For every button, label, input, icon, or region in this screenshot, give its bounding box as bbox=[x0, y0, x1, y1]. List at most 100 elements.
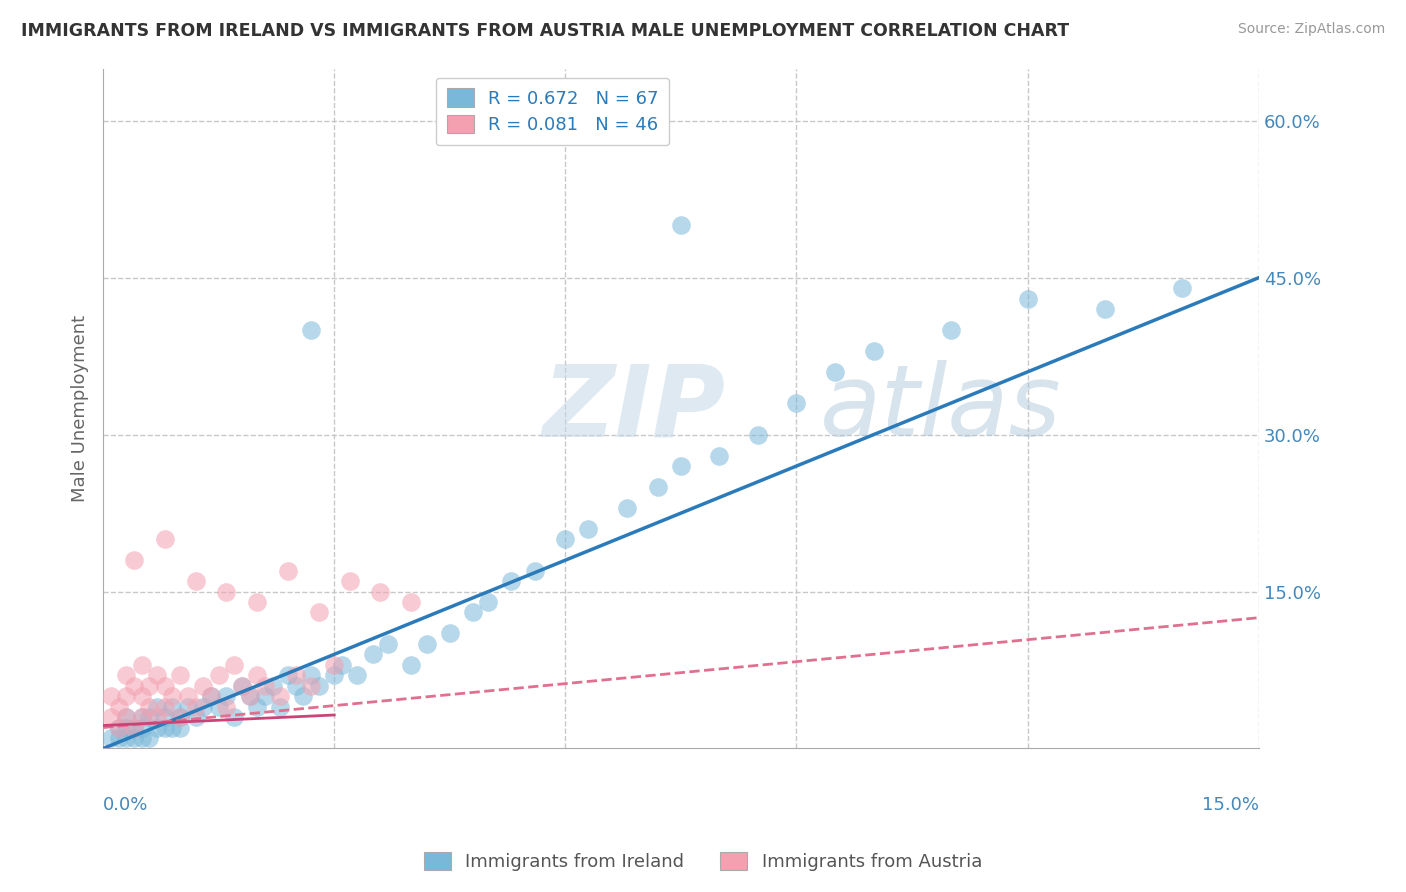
Point bbox=[131, 731, 153, 745]
Point bbox=[146, 668, 169, 682]
Point bbox=[115, 710, 138, 724]
Point bbox=[253, 679, 276, 693]
Point bbox=[169, 668, 191, 682]
Point bbox=[222, 710, 245, 724]
Legend: R = 0.672   N = 67, R = 0.081   N = 46: R = 0.672 N = 67, R = 0.081 N = 46 bbox=[436, 78, 669, 145]
Point bbox=[115, 668, 138, 682]
Point bbox=[162, 699, 184, 714]
Point bbox=[246, 668, 269, 682]
Point bbox=[146, 721, 169, 735]
Point bbox=[669, 458, 692, 473]
Point bbox=[222, 657, 245, 672]
Point bbox=[122, 553, 145, 567]
Text: Source: ZipAtlas.com: Source: ZipAtlas.com bbox=[1237, 22, 1385, 37]
Point bbox=[122, 721, 145, 735]
Point bbox=[669, 219, 692, 233]
Point bbox=[824, 365, 846, 379]
Point bbox=[153, 721, 176, 735]
Point bbox=[1094, 302, 1116, 317]
Point bbox=[215, 584, 238, 599]
Point bbox=[115, 721, 138, 735]
Point bbox=[169, 721, 191, 735]
Point bbox=[193, 679, 215, 693]
Point bbox=[131, 657, 153, 672]
Point bbox=[299, 323, 322, 337]
Point bbox=[269, 699, 291, 714]
Point bbox=[122, 679, 145, 693]
Point bbox=[153, 710, 176, 724]
Point bbox=[200, 689, 222, 703]
Point bbox=[439, 626, 461, 640]
Point bbox=[115, 710, 138, 724]
Point bbox=[370, 584, 392, 599]
Point bbox=[299, 668, 322, 682]
Point bbox=[277, 564, 299, 578]
Point bbox=[138, 731, 160, 745]
Point bbox=[177, 699, 200, 714]
Point bbox=[162, 689, 184, 703]
Point bbox=[461, 606, 484, 620]
Point bbox=[215, 699, 238, 714]
Point bbox=[115, 689, 138, 703]
Point bbox=[162, 721, 184, 735]
Point bbox=[153, 679, 176, 693]
Text: ZIP: ZIP bbox=[543, 360, 725, 457]
Point bbox=[153, 533, 176, 547]
Point bbox=[146, 699, 169, 714]
Point bbox=[146, 710, 169, 724]
Point bbox=[330, 657, 353, 672]
Point bbox=[747, 427, 769, 442]
Point bbox=[939, 323, 962, 337]
Point bbox=[177, 689, 200, 703]
Point bbox=[284, 679, 307, 693]
Point bbox=[262, 679, 284, 693]
Point bbox=[1170, 281, 1192, 295]
Point bbox=[131, 721, 153, 735]
Point bbox=[277, 668, 299, 682]
Point bbox=[361, 648, 384, 662]
Point bbox=[308, 679, 330, 693]
Point bbox=[107, 699, 129, 714]
Point bbox=[238, 689, 260, 703]
Point bbox=[323, 657, 346, 672]
Point bbox=[246, 595, 269, 609]
Point bbox=[184, 699, 207, 714]
Point bbox=[1017, 292, 1039, 306]
Point bbox=[107, 731, 129, 745]
Point bbox=[284, 668, 307, 682]
Point bbox=[122, 721, 145, 735]
Point bbox=[523, 564, 546, 578]
Point bbox=[153, 699, 176, 714]
Point bbox=[339, 574, 361, 588]
Point bbox=[184, 574, 207, 588]
Point bbox=[208, 699, 231, 714]
Point bbox=[115, 731, 138, 745]
Text: 15.0%: 15.0% bbox=[1202, 796, 1258, 814]
Point bbox=[647, 480, 669, 494]
Point bbox=[131, 710, 153, 724]
Point bbox=[107, 721, 129, 735]
Point bbox=[501, 574, 523, 588]
Point bbox=[346, 668, 368, 682]
Point bbox=[401, 595, 423, 609]
Point bbox=[100, 710, 122, 724]
Point bbox=[709, 449, 731, 463]
Point bbox=[785, 396, 807, 410]
Point bbox=[477, 595, 499, 609]
Point bbox=[138, 679, 160, 693]
Point bbox=[578, 522, 600, 536]
Legend: Immigrants from Ireland, Immigrants from Austria: Immigrants from Ireland, Immigrants from… bbox=[416, 845, 990, 879]
Point bbox=[299, 679, 322, 693]
Point bbox=[231, 679, 253, 693]
Point bbox=[292, 689, 315, 703]
Text: 0.0%: 0.0% bbox=[103, 796, 149, 814]
Point bbox=[415, 637, 437, 651]
Point bbox=[246, 699, 269, 714]
Point bbox=[208, 668, 231, 682]
Point bbox=[169, 710, 191, 724]
Point bbox=[616, 500, 638, 515]
Point bbox=[193, 699, 215, 714]
Point bbox=[122, 731, 145, 745]
Point bbox=[131, 689, 153, 703]
Point bbox=[107, 721, 129, 735]
